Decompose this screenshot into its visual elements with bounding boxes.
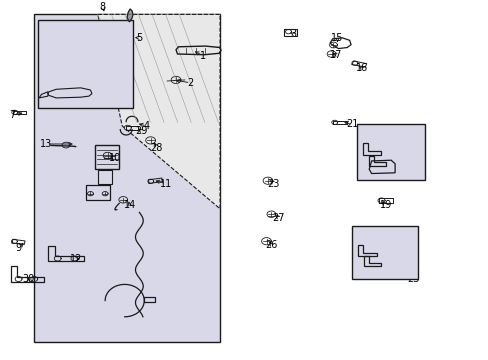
Bar [85,185,110,200]
Text: 9: 9 [16,243,21,253]
Text: 5: 5 [136,33,142,43]
Text: 22: 22 [406,155,419,165]
Text: 23: 23 [267,179,280,189]
Text: 11: 11 [160,179,172,189]
Text: 16: 16 [355,63,367,73]
Text: 2: 2 [187,78,193,88]
Text: 21: 21 [345,119,358,129]
Text: 27: 27 [272,213,285,223]
Text: 28: 28 [150,143,163,153]
Bar [356,124,425,180]
Text: 3: 3 [290,29,296,39]
Text: 10: 10 [108,153,121,163]
Text: 12: 12 [69,254,82,264]
Text: 4: 4 [143,121,149,131]
Text: 15: 15 [330,33,343,43]
Text: 1: 1 [200,51,205,61]
Text: 25: 25 [406,274,419,284]
Polygon shape [127,9,133,22]
Text: 14: 14 [123,200,136,210]
Text: 30: 30 [22,274,35,284]
Text: 17: 17 [329,50,342,60]
Text: 20: 20 [406,143,419,153]
Bar [98,170,112,184]
Text: 6: 6 [109,89,115,99]
Text: 18: 18 [379,164,392,174]
Text: 13: 13 [40,139,53,149]
Text: 8: 8 [100,2,105,12]
Bar [144,297,155,302]
Polygon shape [98,14,220,209]
Text: 26: 26 [264,240,277,250]
Text: 29: 29 [135,126,148,136]
Bar [283,29,297,36]
Bar [95,145,119,169]
Bar [351,226,417,279]
Text: 7: 7 [9,110,15,120]
Text: 24: 24 [379,260,392,270]
Text: 19: 19 [379,200,392,210]
Polygon shape [34,14,220,342]
Bar [38,20,133,108]
